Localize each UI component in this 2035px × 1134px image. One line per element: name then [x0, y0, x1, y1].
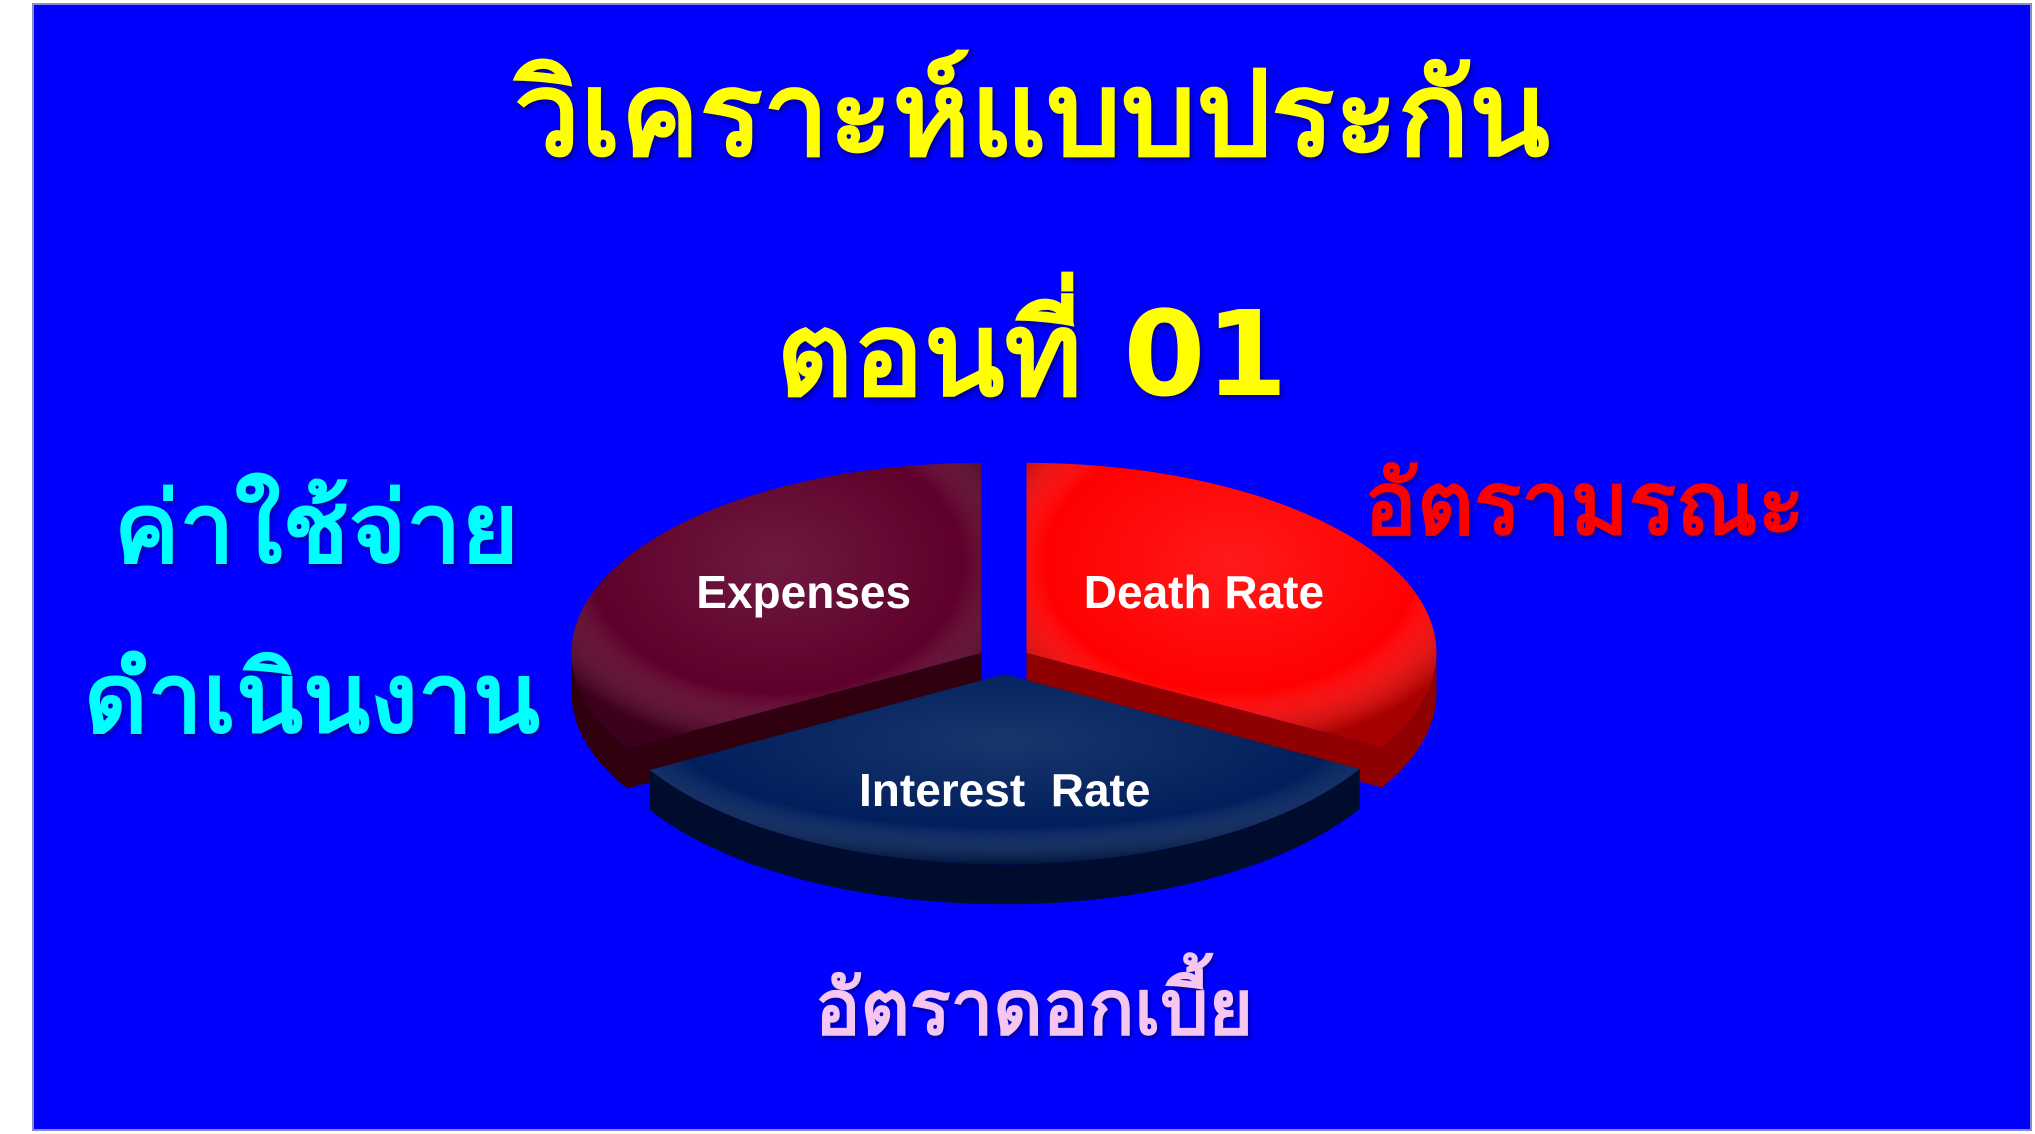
pie-side-death-rate: [1382, 652, 1437, 788]
title-line-2: ตอนที่ 01: [776, 285, 1288, 423]
expenses-label-line-1: ค่าใช้จ่าย: [114, 472, 519, 586]
interest-rate-label-wrap: อัตราดอกเบี้ย: [34, 970, 2034, 1046]
slide: วิเคราะห์แบบประกัน ตอนที่ 01 Death Rate I…: [32, 3, 2032, 1131]
pie-data-label-death-rate: Death Rate: [1084, 566, 1324, 618]
title-line-1: วิเคราะห์แบบประกัน: [514, 45, 1550, 183]
pie-side-expenses: [571, 652, 628, 789]
interest-rate-label: อัตราดอกเบี้ย: [814, 963, 1254, 1052]
pie-chart: Death Rate Interest Rate Expenses: [571, 462, 1437, 905]
expenses-label-line-2: ดำเนินงาน: [84, 642, 541, 756]
pie-data-label-expenses: Expenses: [696, 566, 911, 618]
pie-slice-shade-expenses: [571, 462, 982, 749]
pie-data-label-interest-rate: Interest Rate: [859, 764, 1150, 816]
pie-side-interest-rate: [649, 768, 1360, 905]
pie-slice-shade-death-rate: [1026, 462, 1437, 748]
death-rate-label: อัตรามรณะ: [1364, 452, 1805, 555]
pie-slice-shade-interest-rate: [649, 674, 1360, 865]
